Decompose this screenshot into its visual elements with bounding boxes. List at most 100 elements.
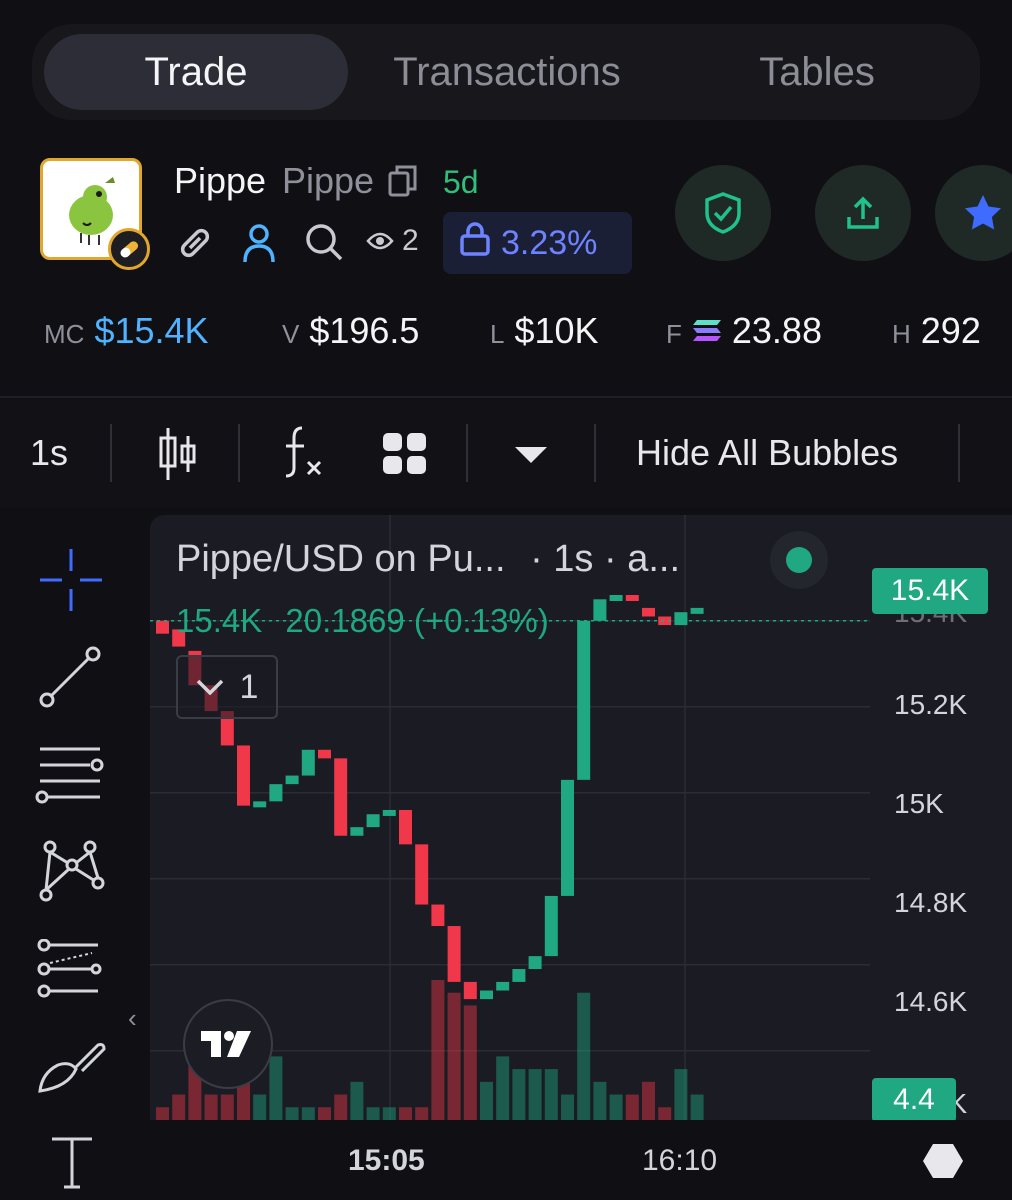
favorite-button[interactable] [935, 165, 1012, 261]
candle [318, 749, 331, 759]
trend-line-icon[interactable] [38, 645, 102, 714]
frog-logo-icon [69, 177, 115, 245]
volume-bar [463, 1005, 477, 1120]
security-button[interactable] [675, 165, 771, 261]
volume-bar [609, 1094, 623, 1120]
price-chart[interactable] [150, 515, 1012, 1120]
volume-bar [625, 1094, 639, 1120]
last-price-tag: 15.4K [872, 568, 988, 614]
tradingview-logo-icon[interactable] [183, 999, 273, 1089]
upload-icon [847, 196, 879, 229]
y-tick: 14.6K [894, 986, 968, 1017]
collapse-tools-icon[interactable]: ‹ [128, 1003, 137, 1033]
tab-bar: Trade Transactions Tables [32, 24, 980, 120]
stat-liquidity: L $10K [490, 310, 599, 351]
x-tick: 16:10 [642, 1144, 718, 1177]
volume-bar [642, 1081, 655, 1120]
candle [399, 809, 412, 845]
candlestick-type-icon[interactable] [156, 426, 198, 487]
tab-tables[interactable]: Tables [759, 49, 875, 94]
candle [269, 784, 283, 802]
live-status-dot [770, 531, 828, 589]
crosshair-icon[interactable] [38, 547, 104, 618]
fib-retracement-icon[interactable] [36, 938, 102, 1004]
lock-icon [459, 221, 491, 265]
toolbar-separator [466, 424, 468, 482]
candle [350, 827, 364, 836]
stat-fees: F 23.88 [666, 310, 822, 351]
candle [690, 607, 704, 614]
volume-bar [301, 1107, 315, 1120]
candle [544, 895, 558, 957]
star-icon [965, 195, 1001, 230]
candle [593, 599, 607, 621]
candle [447, 926, 461, 982]
eye-icon [366, 230, 394, 257]
chevron-down-icon [196, 679, 223, 695]
brush-icon[interactable] [36, 1035, 108, 1100]
volume-bar [366, 1107, 380, 1120]
volume-bar [269, 1056, 283, 1120]
volume-bar [253, 1094, 267, 1120]
time-axis [150, 1120, 1012, 1200]
layout-grid-icon[interactable] [382, 432, 428, 481]
settings-hexagon-icon[interactable] [922, 1142, 964, 1185]
volume-bar [382, 1107, 396, 1120]
tab-transactions[interactable]: Transactions [393, 49, 621, 94]
toolbar-separator [110, 424, 112, 482]
token-avatar [40, 158, 142, 260]
watchers-count: 2 [402, 224, 419, 257]
lock-badge: 3.23% [443, 212, 632, 274]
holders-value: 292 [920, 310, 981, 351]
volume-bar [658, 1107, 672, 1120]
y-tick: 15.2K [894, 689, 968, 720]
candle [334, 758, 348, 836]
candle [172, 629, 186, 647]
volume-bar [447, 992, 461, 1120]
token-symbol: Pippe [282, 160, 375, 201]
candle [463, 981, 477, 1000]
toolbar-separator [238, 424, 240, 482]
user-icon[interactable] [242, 222, 276, 269]
volume-bar [204, 1094, 218, 1120]
chevron-down-icon[interactable] [514, 446, 548, 469]
text-tool-icon[interactable] [50, 1135, 94, 1196]
indicators-icon[interactable] [280, 424, 326, 485]
volume-bar [496, 1056, 510, 1120]
legend-value: 15.4K [176, 602, 263, 639]
hide-bubbles-button[interactable]: Hide All Bubbles [636, 432, 899, 473]
tab-trade[interactable]: Trade [44, 34, 348, 110]
link-icon[interactable] [176, 224, 214, 267]
candle [366, 814, 380, 828]
stat-volume: V $196.5 [282, 310, 420, 351]
candle [301, 749, 315, 776]
toolbar-separator [594, 424, 596, 482]
candle [480, 990, 493, 1000]
y-tick: 14.8K [894, 887, 968, 918]
volume-bar [577, 992, 591, 1120]
chart-legend: 15.4K 20.1869 (+0.13%) [176, 602, 549, 640]
stat-holders: H 292 [892, 310, 981, 351]
volume-bar [544, 1069, 558, 1120]
drawing-tools: ‹ [0, 515, 150, 1200]
copy-icon[interactable] [388, 164, 418, 203]
candle [577, 620, 591, 780]
candle [674, 612, 688, 626]
candle [220, 711, 234, 746]
candle [561, 779, 574, 896]
candle [237, 745, 250, 806]
share-button[interactable] [815, 165, 911, 261]
volume-bar [334, 1094, 348, 1120]
chart-canvas [150, 515, 870, 1120]
pill-badge-icon [108, 228, 150, 270]
pattern-tool-icon[interactable] [36, 839, 106, 908]
indicator-toggle[interactable]: 1 [176, 655, 278, 719]
candle [528, 956, 542, 970]
divider [0, 396, 1012, 398]
interval-selector[interactable]: 1s [30, 432, 69, 473]
candle [415, 844, 429, 905]
shield-check-icon [705, 192, 741, 234]
liquidity-value: $10K [514, 310, 599, 351]
horizontal-lines-icon[interactable] [34, 745, 106, 810]
search-icon[interactable] [304, 222, 344, 267]
